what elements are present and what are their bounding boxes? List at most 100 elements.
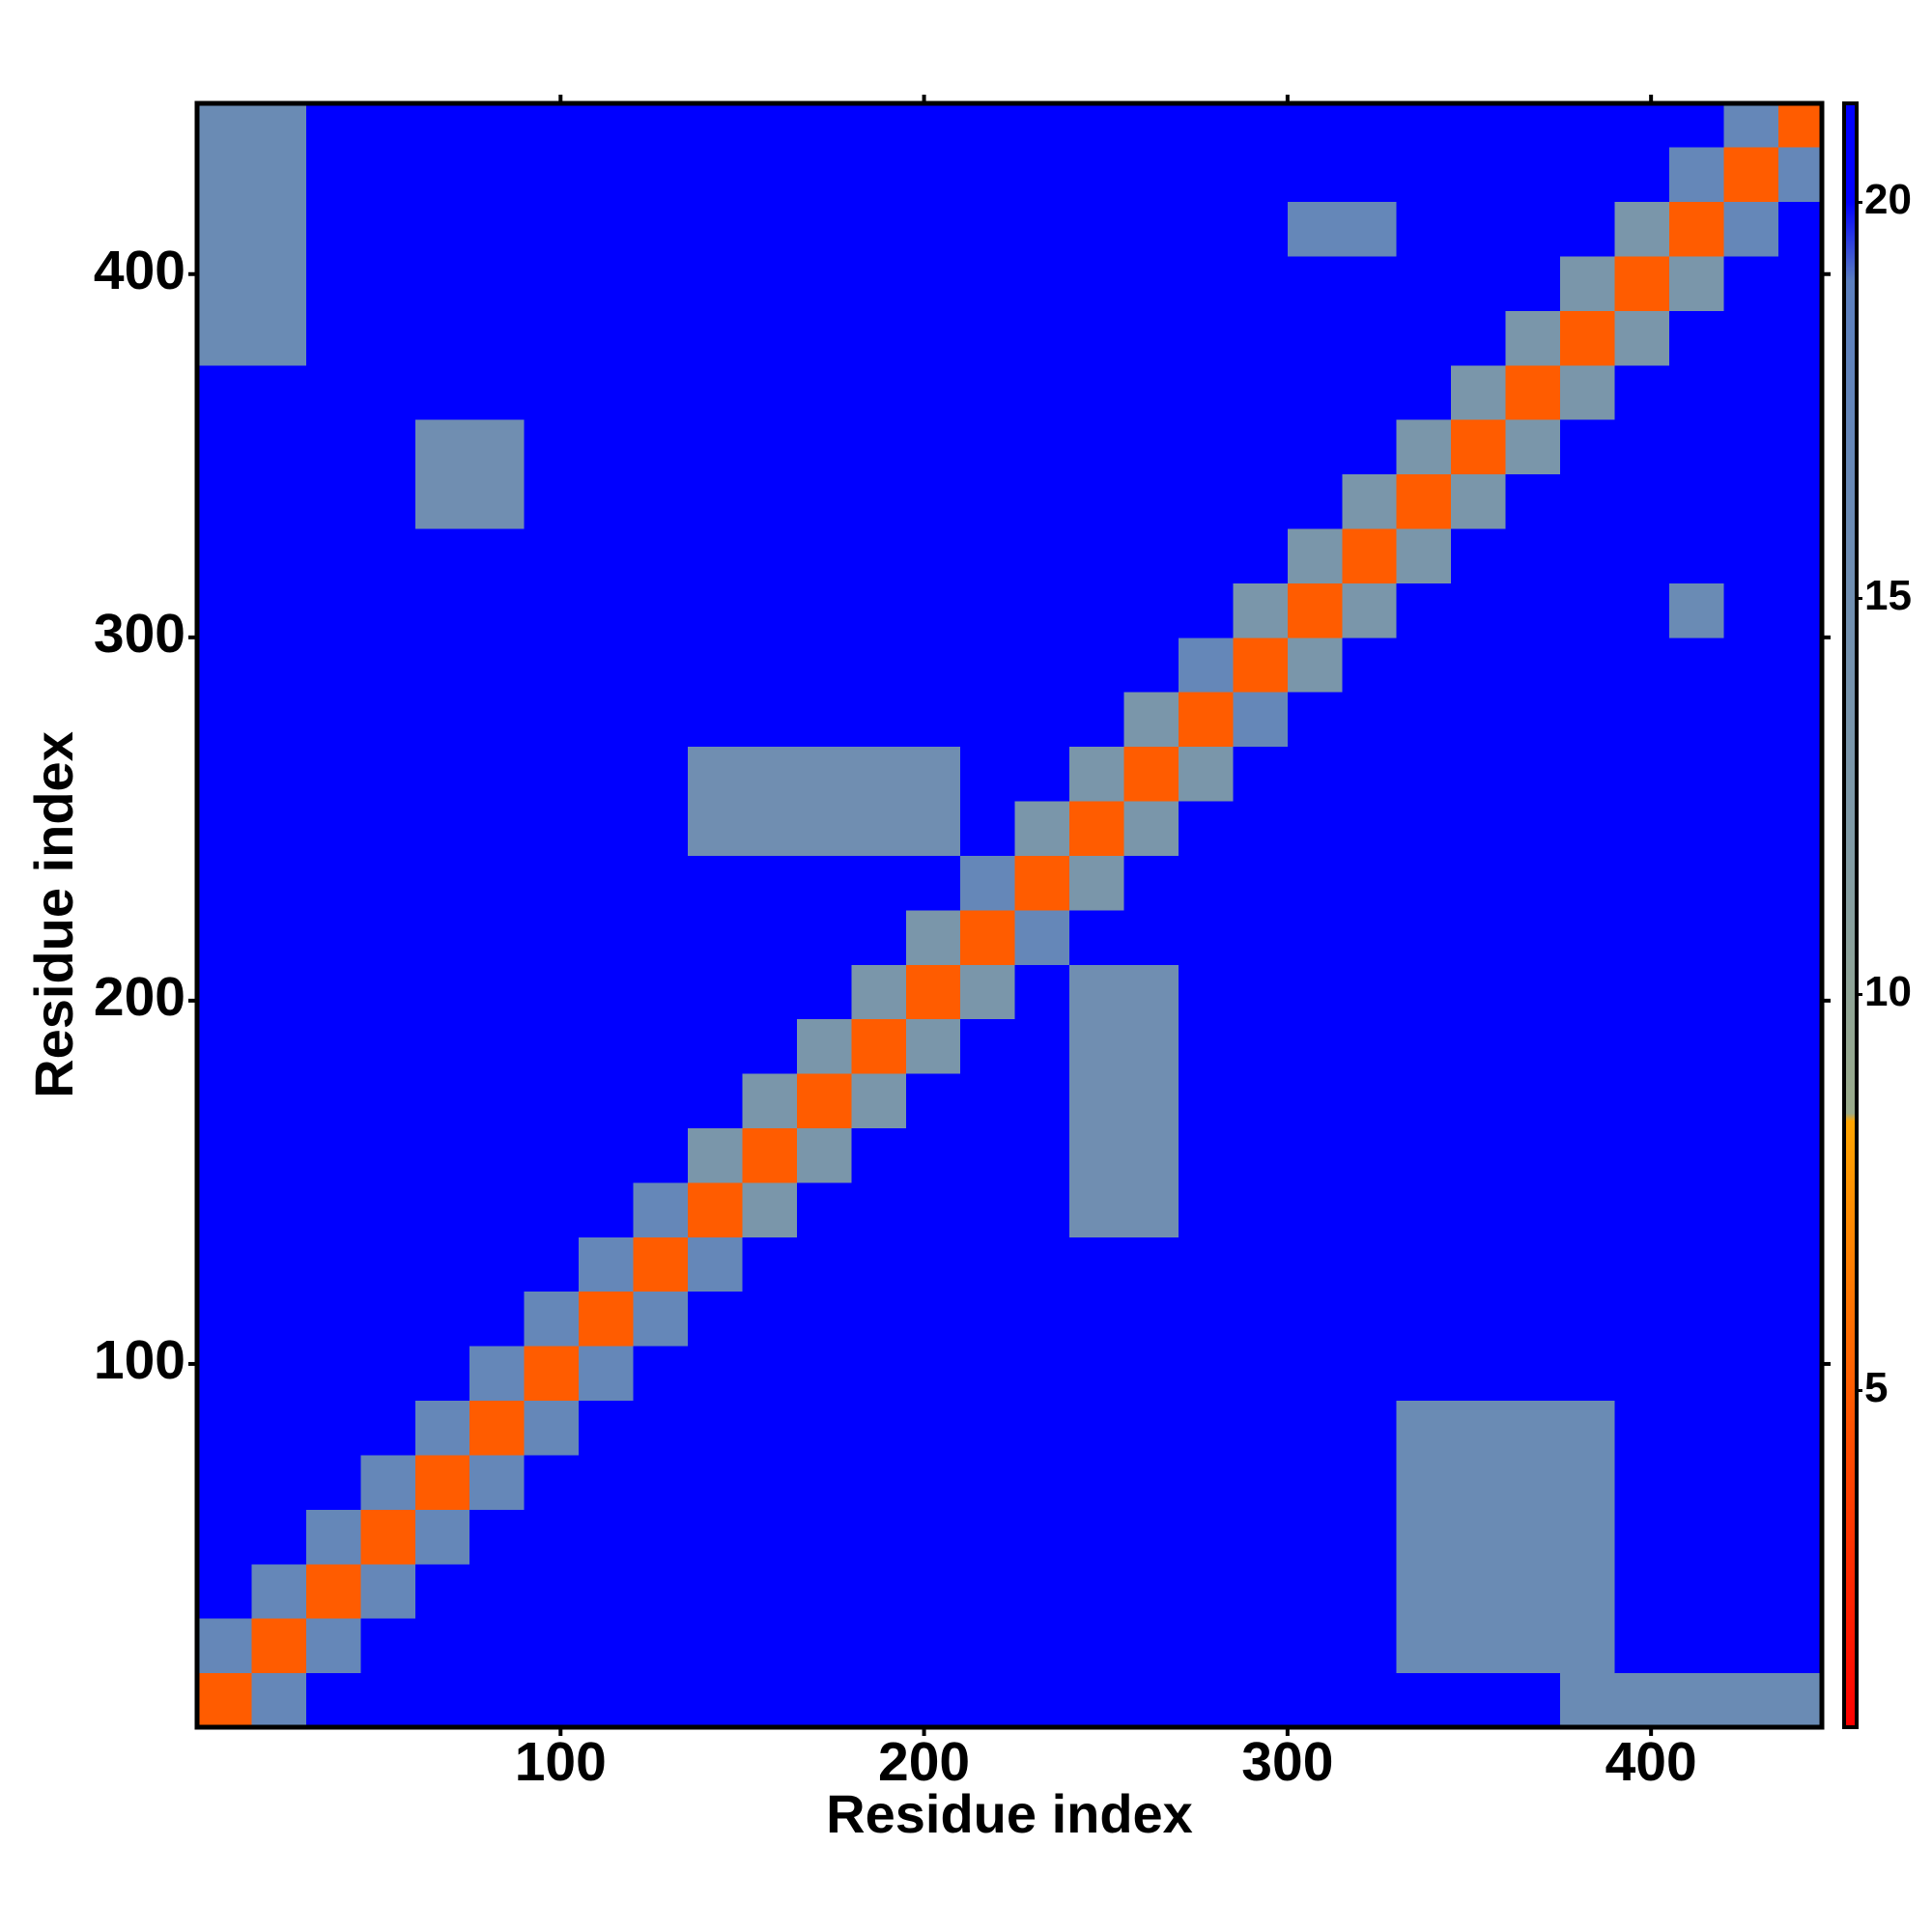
- heatmap-cell: [251, 1618, 307, 1674]
- heatmap-cell: [1178, 255, 1234, 311]
- heatmap-cell: [1614, 801, 1670, 856]
- heatmap-cell: [796, 473, 852, 529]
- heatmap-cell: [1123, 855, 1179, 911]
- heatmap-cell: [197, 964, 252, 1020]
- heatmap-cell: [1505, 1073, 1561, 1128]
- heatmap-cell: [905, 637, 961, 693]
- heatmap-cell: [305, 1181, 361, 1237]
- heatmap-cell: [796, 964, 852, 1020]
- heatmap-cell: [1777, 147, 1823, 203]
- heatmap-cell: [197, 473, 252, 529]
- heatmap-cell: [796, 1618, 852, 1674]
- heatmap-cell: [251, 1018, 307, 1074]
- heatmap-cell: [197, 310, 252, 366]
- heatmap-cell: [960, 255, 1016, 311]
- heatmap-cell: [905, 310, 961, 366]
- heatmap-cell: [1560, 1618, 1616, 1674]
- heatmap-cell: [796, 1236, 852, 1293]
- heatmap-cell: [687, 1127, 743, 1183]
- heatmap-cell: [905, 1127, 961, 1183]
- heatmap-cell: [414, 746, 470, 802]
- heatmap-cell: [633, 1346, 689, 1402]
- heatmap-cell: [1014, 1454, 1070, 1510]
- heatmap-cell: [1178, 201, 1234, 257]
- heatmap-cell: [905, 1346, 961, 1402]
- heatmap-cell: [1396, 201, 1452, 257]
- heatmap-cell: [1560, 964, 1616, 1020]
- heatmap-cell: [1178, 147, 1234, 203]
- heatmap-cell: [1668, 692, 1724, 748]
- heatmap-cell: [1668, 419, 1724, 475]
- heatmap-cell: [960, 1236, 1016, 1293]
- heatmap-cell: [742, 1563, 798, 1619]
- heatmap-cell: [1614, 1073, 1670, 1128]
- heatmap-cell: [1396, 1018, 1452, 1074]
- heatmap-cell: [1233, 473, 1289, 529]
- colorbar-tick-label: 10: [1864, 968, 1912, 1015]
- heatmap-cell: [960, 801, 1016, 856]
- heatmap-cell: [1233, 310, 1289, 366]
- heatmap-cell: [905, 103, 961, 148]
- heatmap-cell: [1777, 527, 1823, 583]
- heatmap-cell: [1560, 310, 1616, 366]
- heatmap-cell: [1069, 1454, 1125, 1510]
- heatmap-cell: [197, 147, 252, 203]
- heatmap-cell: [1505, 1127, 1561, 1183]
- heatmap-cell: [1069, 801, 1125, 856]
- heatmap-cell: [687, 964, 743, 1020]
- heatmap-cell: [305, 147, 361, 203]
- heatmap-cell: [1287, 473, 1343, 529]
- heatmap-cell: [1614, 964, 1670, 1020]
- heatmap-cell: [1014, 1181, 1070, 1237]
- heatmap-cell: [1287, 1181, 1343, 1237]
- heatmap-cell: [414, 147, 470, 203]
- heatmap-cell: [469, 419, 526, 475]
- heatmap-cell: [796, 1672, 852, 1728]
- heatmap-cell: [960, 1018, 1016, 1074]
- heatmap-cell: [1342, 1236, 1398, 1293]
- heatmap-cell: [1178, 1563, 1234, 1619]
- heatmap-cell: [1777, 1400, 1823, 1456]
- heatmap-cell: [1342, 310, 1398, 366]
- heatmap-cell: [1723, 310, 1779, 366]
- heatmap-cell: [524, 310, 580, 366]
- heatmap-cell: [1014, 527, 1070, 583]
- heatmap-cell: [1233, 419, 1289, 475]
- heatmap-cell: [1178, 582, 1234, 639]
- heatmap-cell: [1233, 1400, 1289, 1456]
- heatmap-cell: [633, 637, 689, 693]
- heatmap-cell: [1614, 147, 1670, 203]
- heatmap-cell: [1287, 1509, 1343, 1565]
- heatmap-cell: [1505, 310, 1561, 366]
- heatmap-cell: [305, 1454, 361, 1510]
- heatmap-cell: [1614, 692, 1670, 748]
- heatmap-cell: [1777, 637, 1823, 693]
- heatmap-cell: [742, 1018, 798, 1074]
- heatmap-cell: [1777, 746, 1823, 802]
- heatmap-cell: [687, 1618, 743, 1674]
- heatmap-cell: [687, 201, 743, 257]
- heatmap-cell: [579, 1291, 635, 1347]
- heatmap-cell: [1287, 1236, 1343, 1293]
- heatmap-cell: [1560, 1181, 1616, 1237]
- heatmap-cell: [1014, 1291, 1070, 1347]
- heatmap-cell: [905, 1181, 961, 1237]
- heatmap-cell: [1668, 1291, 1724, 1347]
- heatmap-cell: [1396, 692, 1452, 748]
- heatmap-cell: [851, 1672, 907, 1728]
- heatmap-cell: [905, 746, 961, 802]
- heatmap-cell: [1451, 1400, 1507, 1456]
- heatmap-cell: [1014, 1127, 1070, 1183]
- heatmap-cell: [1505, 1291, 1561, 1347]
- heatmap-cell: [1505, 1454, 1561, 1510]
- heatmap-cell: [851, 801, 907, 856]
- heatmap-cell: [1069, 1236, 1125, 1293]
- heatmap-cell: [1233, 1454, 1289, 1510]
- heatmap-cell: [1123, 1018, 1179, 1074]
- heatmap-cell: [1069, 1073, 1125, 1128]
- heatmap-cell: [1668, 1672, 1724, 1728]
- heatmap-cell: [1668, 746, 1724, 802]
- heatmap-cell: [1233, 1618, 1289, 1674]
- heatmap-cell: [1287, 201, 1343, 257]
- heatmap-cell: [1342, 201, 1398, 257]
